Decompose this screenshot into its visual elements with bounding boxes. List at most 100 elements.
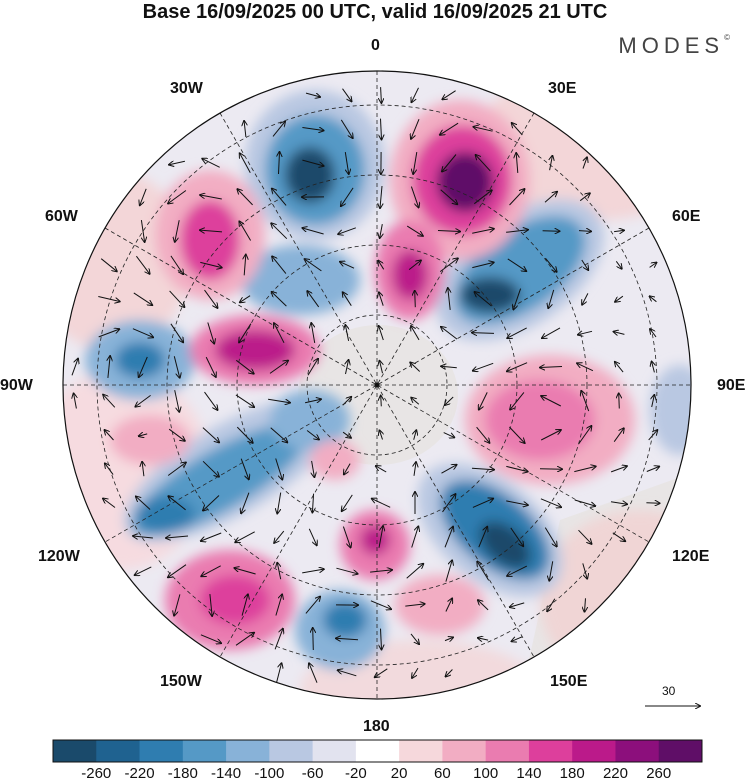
colorbar-tick-label: 260 xyxy=(646,765,672,782)
wind-vector xyxy=(302,228,324,235)
wind-vector xyxy=(305,92,320,97)
wind-vector xyxy=(272,122,285,137)
wind-vector xyxy=(472,229,494,234)
wind-vector xyxy=(108,356,110,378)
wind-vector xyxy=(610,502,627,504)
wind-vector xyxy=(344,463,351,475)
wind-vector xyxy=(241,492,250,514)
wind-vector xyxy=(304,399,321,404)
wind-vector xyxy=(200,634,221,643)
wind-vector xyxy=(370,570,392,572)
wind-vector xyxy=(342,526,350,548)
wind-vector xyxy=(476,426,490,443)
wind-vector xyxy=(135,394,151,406)
lon-label-150w: 150W xyxy=(160,673,202,690)
wind-vector xyxy=(413,152,418,174)
colorbar-tick-label: 220 xyxy=(602,765,628,782)
wind-vector xyxy=(370,600,391,609)
wind-vector xyxy=(340,119,352,138)
wind-vector xyxy=(507,327,527,338)
wind-vector xyxy=(510,602,525,607)
wind-vector xyxy=(444,527,453,548)
wind-vector xyxy=(268,398,290,402)
wind-vector xyxy=(650,296,657,303)
wind-vector xyxy=(381,118,382,140)
wind-vector xyxy=(412,87,419,102)
wind-vector xyxy=(200,261,221,267)
wind-vector xyxy=(619,394,620,409)
wind-vector xyxy=(441,465,457,474)
wind-vector xyxy=(506,465,527,471)
colorbar-frame xyxy=(52,739,703,763)
wind-vector xyxy=(168,564,187,578)
wind-vector xyxy=(415,291,416,308)
wind-vector xyxy=(235,394,254,407)
lon-label-180: 180 xyxy=(363,718,390,735)
reference-vector-label: 30 xyxy=(662,684,676,698)
wind-vector xyxy=(202,460,219,476)
wind-vector xyxy=(615,362,624,373)
wind-vector xyxy=(381,87,382,103)
wind-vector xyxy=(544,527,556,547)
wind-vector xyxy=(342,88,352,102)
wind-vector xyxy=(509,189,525,206)
wind-vector xyxy=(277,563,280,580)
wind-vector xyxy=(614,332,625,335)
wind-vector xyxy=(346,360,349,375)
colorbar-swatch xyxy=(658,740,703,762)
wind-vector xyxy=(343,292,352,306)
colorbar-tick-label: 180 xyxy=(559,765,585,782)
wind-vector xyxy=(71,359,78,376)
wind-vector xyxy=(578,426,592,445)
colorbar-swatch xyxy=(96,740,141,762)
wind-vector xyxy=(510,527,523,546)
wind-vector xyxy=(545,257,556,272)
wind-vector xyxy=(615,261,621,268)
colorbar-tick-label: 100 xyxy=(473,765,499,782)
wind-vector xyxy=(507,362,528,372)
lon-label-0: 0 xyxy=(371,37,380,54)
wind-vector xyxy=(615,295,624,302)
wind-vector xyxy=(376,466,387,473)
wind-vector xyxy=(201,532,222,541)
colorbar-swatch xyxy=(182,740,227,762)
wind-vector xyxy=(98,329,120,338)
wind-vector xyxy=(649,263,657,268)
wind-vector xyxy=(240,153,251,173)
wind-vector xyxy=(169,290,185,307)
wind-vector xyxy=(477,562,490,581)
colorbar-tick-label: -260 xyxy=(81,765,112,782)
wind-vector xyxy=(474,127,493,132)
colorbar-swatch xyxy=(226,740,270,762)
wind-vector xyxy=(135,255,149,274)
wind-vector xyxy=(510,392,525,409)
colorbar-swatch xyxy=(139,740,184,762)
wind-vector xyxy=(100,258,117,272)
wind-vector xyxy=(549,561,554,580)
wind-vector xyxy=(105,430,114,441)
wind-vector xyxy=(445,560,452,582)
lon-label-90e: 90E xyxy=(717,377,746,394)
wind-vector xyxy=(311,323,316,343)
wind-vector xyxy=(200,230,223,232)
brand-logo: MODES© xyxy=(618,33,730,59)
wind-vector xyxy=(313,628,314,651)
wind-vector xyxy=(140,188,147,205)
wind-vector xyxy=(270,427,288,443)
wind-vector xyxy=(307,291,320,308)
wind-vector xyxy=(132,328,153,338)
wind-vector xyxy=(136,497,151,510)
wind-vector xyxy=(336,567,357,574)
colorbar-tick-label: 60 xyxy=(434,765,451,782)
colorbar-swatch xyxy=(355,740,400,762)
colorbar-swatch xyxy=(53,740,97,762)
wind-vector xyxy=(202,427,219,443)
wind-vector xyxy=(406,225,423,236)
wind-vector xyxy=(411,326,420,341)
wind-vector xyxy=(544,192,557,203)
wind-vector xyxy=(442,90,456,100)
wind-vector xyxy=(610,466,627,473)
wind-vector xyxy=(585,598,586,611)
lon-label-60w: 60W xyxy=(45,208,78,225)
